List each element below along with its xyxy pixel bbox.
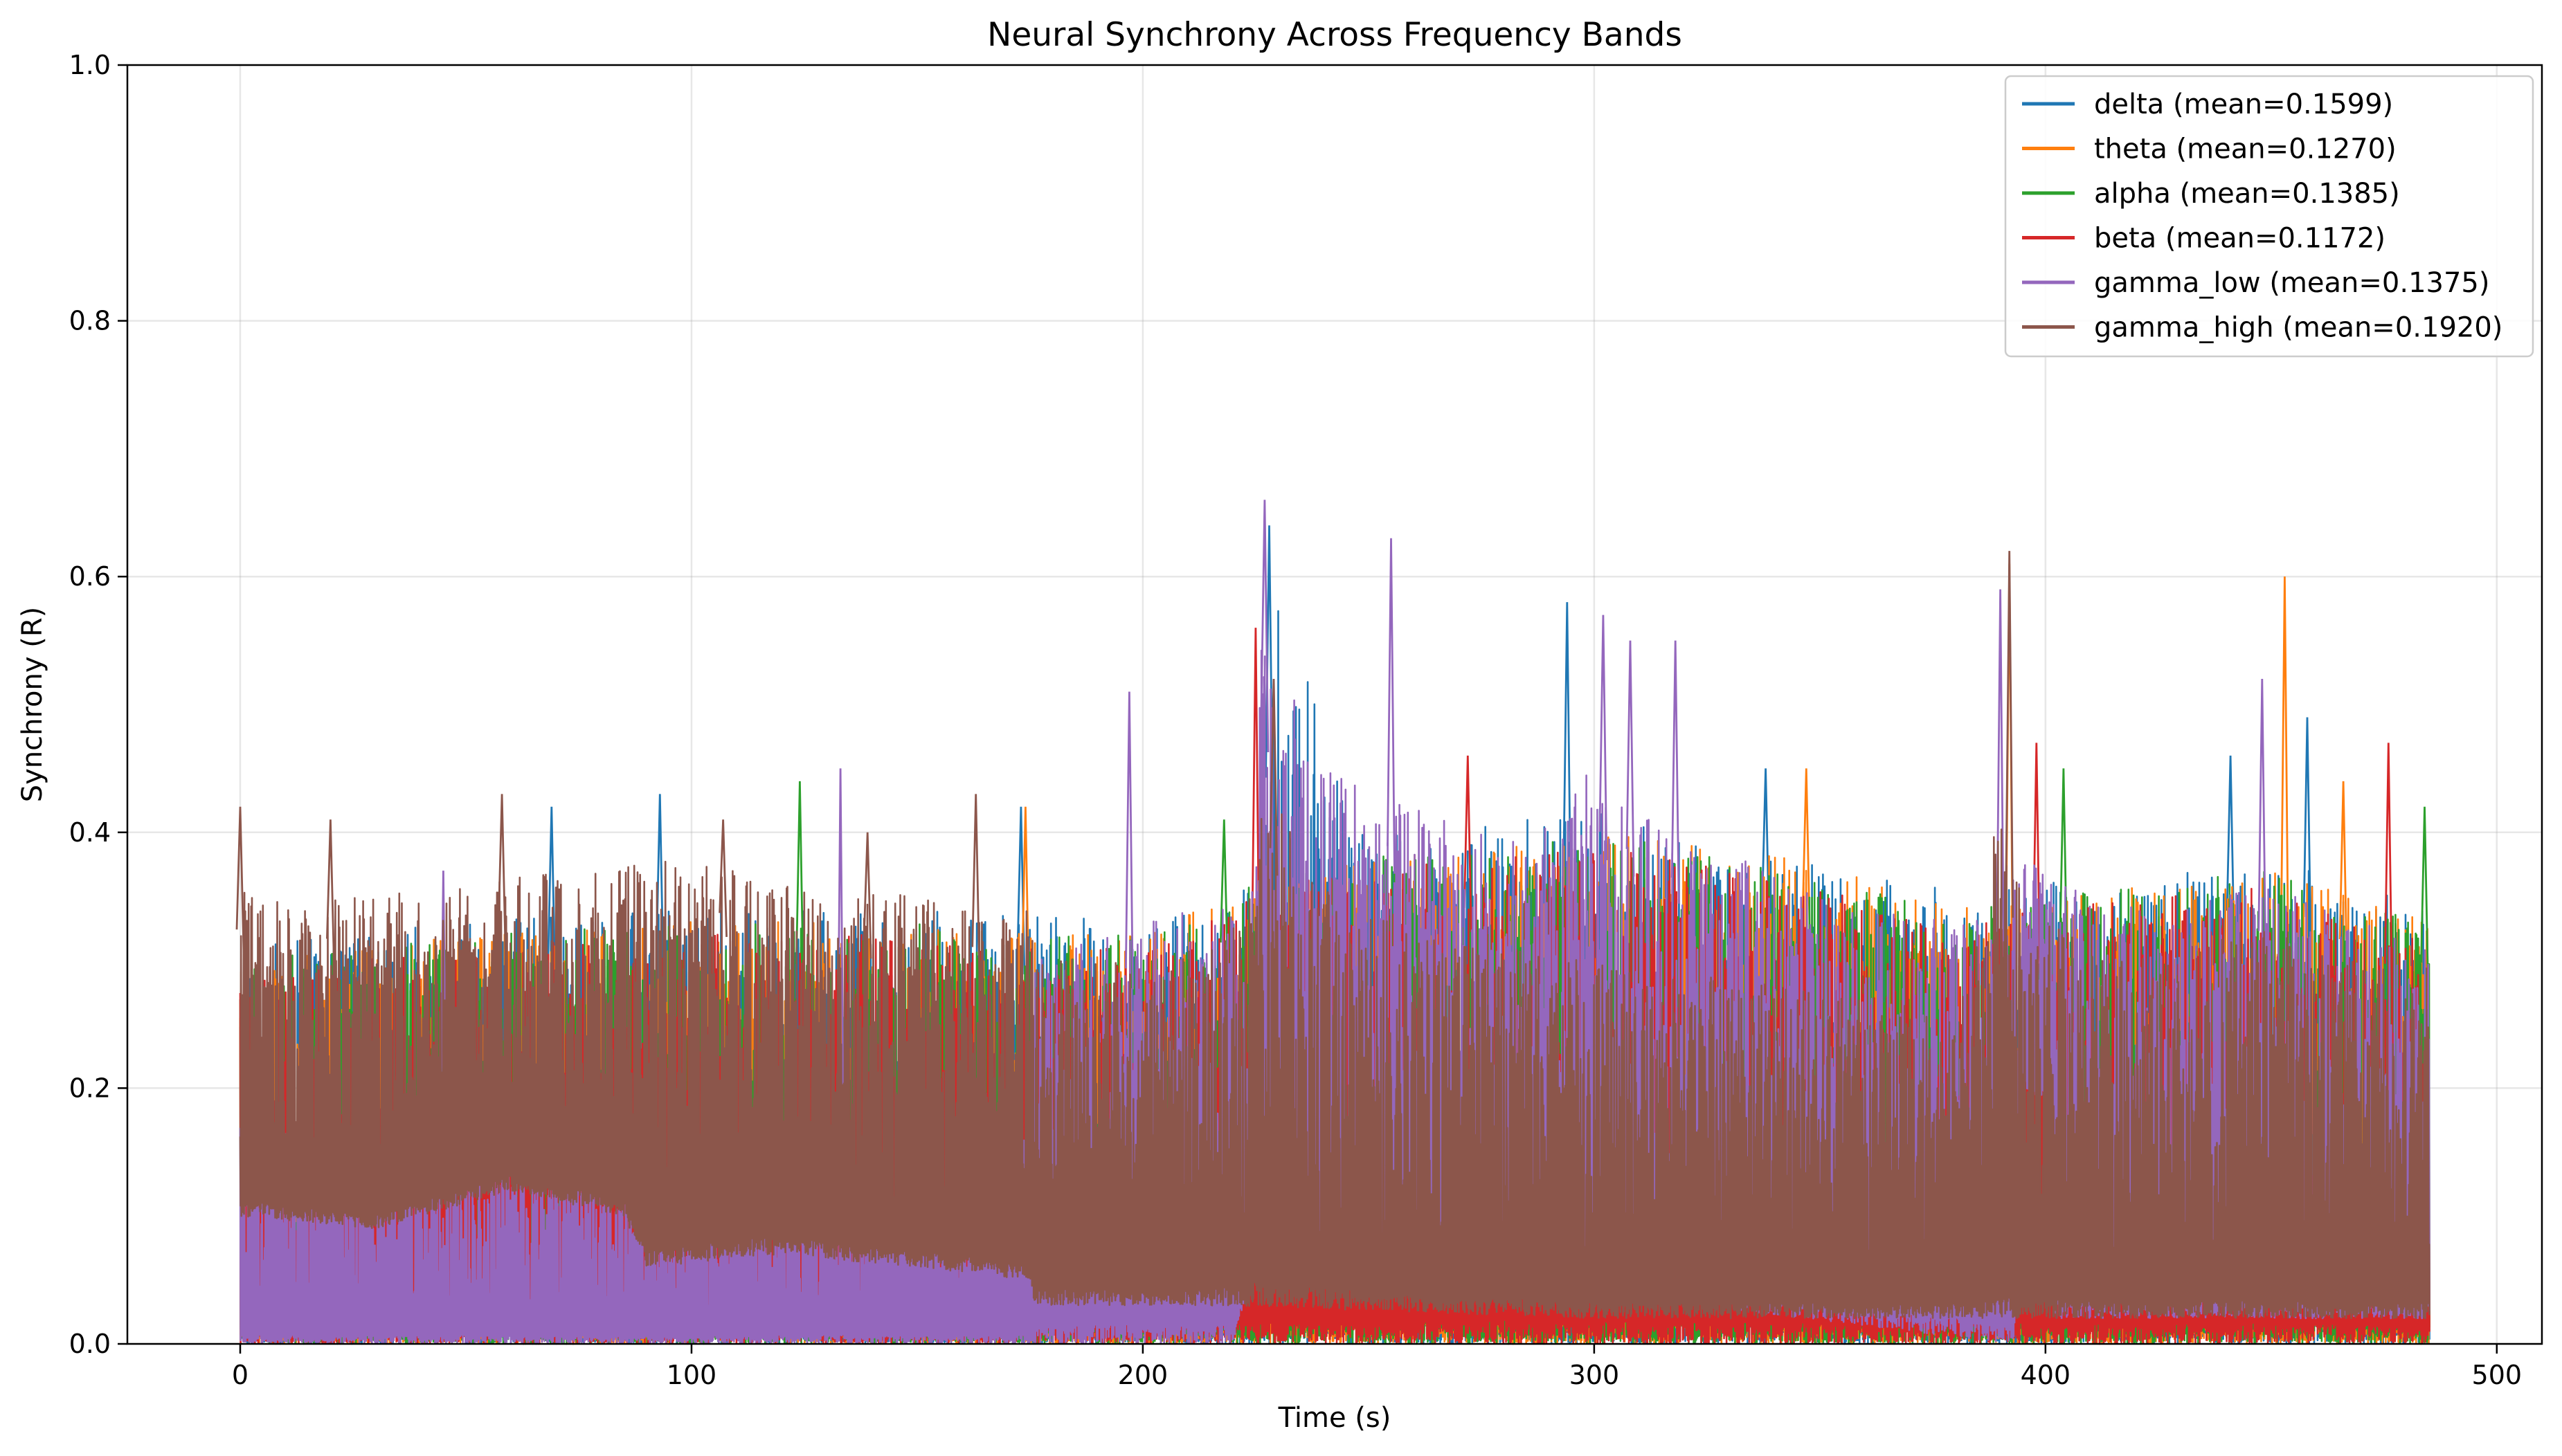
- legend-label: delta (mean=0.1599): [2094, 89, 2393, 120]
- series-peak-5-4: [863, 832, 872, 959]
- series-peak-0-4: [1562, 602, 1572, 891]
- series-peak-0-7: [2302, 717, 2312, 941]
- series-peak-4-3: [1260, 500, 1270, 753]
- x-tick-label: 400: [2021, 1360, 2071, 1390]
- x-tick-label: 200: [1118, 1360, 1169, 1390]
- series-peak-1-1: [1801, 768, 1811, 934]
- series-peak-5-7: [2005, 551, 2014, 918]
- series-peak-4-8: [1996, 589, 2005, 964]
- series-peak-4-7: [1670, 640, 1680, 904]
- series-peak-5-3: [719, 819, 728, 937]
- series-group: [235, 500, 2430, 1345]
- series-peak-3-1: [1463, 755, 1472, 933]
- series-peak-0-6: [2226, 755, 2235, 935]
- y-tick-label: 0.8: [69, 306, 111, 336]
- legend-label: beta (mean=0.1172): [2094, 223, 2385, 255]
- series-peak-3-3: [2383, 743, 2393, 985]
- series-peak-2-0: [795, 781, 804, 985]
- series-peak-2-3: [2420, 806, 2429, 984]
- series-peak-5-5: [971, 794, 981, 970]
- y-axis-label: Synchrony (R): [17, 607, 48, 803]
- series-peak-1-4: [2338, 781, 2348, 962]
- plot-frame: [126, 64, 2543, 1345]
- series-peak-4-4: [1387, 538, 1396, 874]
- chart-title: Neural Synchrony Across Frequency Bands: [987, 16, 1682, 54]
- series-peak-1-0: [1021, 806, 1030, 996]
- x-tick-label: 500: [2472, 1360, 2523, 1390]
- series-peak-5-1: [326, 819, 335, 962]
- series-peak-4-2: [1125, 691, 1134, 990]
- series-line-5: [239, 813, 2430, 1320]
- y-tick-label: 0.4: [69, 817, 111, 848]
- legend: delta (mean=0.1599) theta (mean=0.1270) al…: [2004, 75, 2534, 358]
- series-peak-3-0: [1251, 628, 1261, 953]
- legend-label: gamma_high (mean=0.1920): [2094, 312, 2502, 344]
- series-peak-5-6: [1269, 678, 1279, 876]
- y-tick-label: 1.0: [69, 50, 111, 80]
- x-tick-label: 0: [232, 1360, 249, 1390]
- series-peak-5-2: [497, 794, 507, 949]
- series-peak-0-0: [547, 806, 557, 981]
- y-tick-label: 0.6: [69, 561, 111, 592]
- series-peak-0-5: [1761, 768, 1770, 929]
- series-peak-4-6: [1625, 640, 1635, 877]
- y-tick-label: 0.0: [69, 1329, 111, 1359]
- series-peak-5-0: [235, 806, 245, 953]
- series-peak-4-5: [1598, 615, 1608, 861]
- legend-label: gamma_low (mean=0.1375): [2094, 267, 2489, 299]
- legend-label: alpha (mean=0.1385): [2094, 178, 2400, 210]
- legend-label: theta (mean=0.1270): [2094, 134, 2397, 165]
- x-tick-label: 300: [1569, 1360, 1620, 1390]
- series-peak-2-1: [1219, 819, 1229, 965]
- x-tick-label: 100: [667, 1360, 717, 1390]
- series-peak-1-3: [2280, 576, 2289, 946]
- legend-box: [2004, 75, 2534, 358]
- x-axis-label: Time (s): [1278, 1402, 1391, 1434]
- y-tick-label: 0.2: [69, 1073, 111, 1103]
- axis-ticks: 0 100 200 300 400 500 0.0 0.2 0.4 0.6 0.8 1.0: [69, 50, 2523, 1390]
- series-peak-4-9: [2257, 678, 2267, 954]
